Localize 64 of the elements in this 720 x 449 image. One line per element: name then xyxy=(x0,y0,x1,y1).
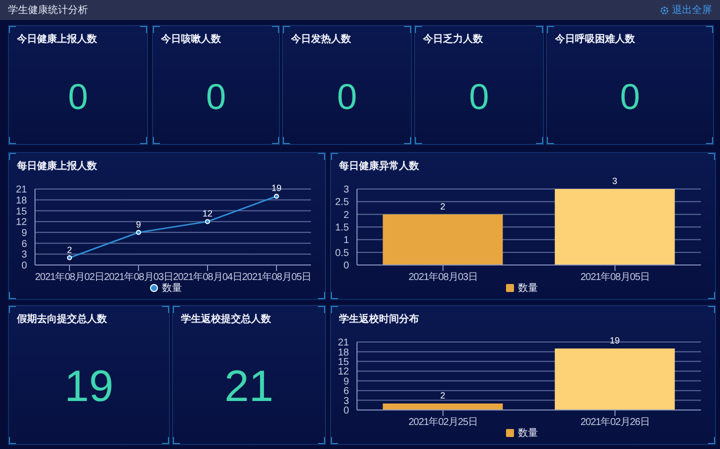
point xyxy=(67,255,72,260)
y-tick-label: 0 xyxy=(21,260,28,272)
text: 今日健康上报人数 xyxy=(17,32,97,46)
y-tick-label: 0 xyxy=(343,260,350,272)
text: 0 xyxy=(68,76,88,118)
x-tick-label: 2021年08月03日 xyxy=(408,271,478,284)
y-tick-label: 3 xyxy=(343,184,350,196)
text: 19 xyxy=(64,362,114,412)
y-tick-label: 9 xyxy=(21,228,28,239)
point xyxy=(274,194,279,199)
text: 假期去向提交总人数 xyxy=(17,312,107,326)
y-tick-label: 6 xyxy=(343,386,350,398)
x-tick-label: 2021年08月05日 xyxy=(580,271,650,284)
y-tick-label: 18 xyxy=(338,347,350,358)
point xyxy=(136,230,141,235)
text: 0 xyxy=(206,76,226,118)
text: 今日乏力人数 xyxy=(423,32,483,46)
y-tick-label: 1 xyxy=(343,235,350,246)
y-tick-label: 2 xyxy=(343,210,350,221)
text: 0 xyxy=(468,76,490,118)
data-label: 3 xyxy=(612,176,618,186)
text: 21 xyxy=(224,362,274,412)
y-tick-label: 9 xyxy=(343,376,350,388)
data-label: 2 xyxy=(66,244,72,255)
y-tick-label: 21 xyxy=(338,338,350,349)
y-tick-label: 1.5 xyxy=(335,222,350,234)
legend-label: 数量 xyxy=(162,282,182,295)
data-label: 19 xyxy=(610,335,620,346)
legend-label: 数量 xyxy=(518,427,538,440)
text: 学生返校提交总人数 xyxy=(181,312,271,326)
y-tick-label: 12 xyxy=(16,217,28,228)
text: 今日咳嗽人数 xyxy=(161,32,221,46)
y-tick-label: 3 xyxy=(21,250,28,261)
y-tick-label: 18 xyxy=(16,195,28,206)
chart-title: 每日健康上报人数 xyxy=(17,160,97,173)
y-tick-label: 0 xyxy=(343,406,350,417)
y-tick-label: 0.5 xyxy=(335,248,350,259)
text: 今日发热人数 xyxy=(291,32,351,46)
x-tick-label: 2021年08月03日 xyxy=(104,271,173,284)
y-tick-label: 2.5 xyxy=(335,197,350,208)
legend-label: 数量 xyxy=(518,282,538,295)
y-tick-label: 6 xyxy=(21,238,28,250)
y-tick-label: 12 xyxy=(338,366,350,378)
y-tick-label: 15 xyxy=(16,206,28,218)
x-tick-label: 2021年02月25日 xyxy=(408,416,478,428)
y-tick-label: 15 xyxy=(338,356,350,368)
x-tick-label: 2021年08月02日 xyxy=(35,271,104,284)
data-label: 2 xyxy=(440,390,446,401)
text: 学生健康统计分析 xyxy=(8,4,88,17)
data-label: 19 xyxy=(271,183,282,194)
x-tick-label: 2021年08月04日 xyxy=(173,271,242,284)
text: 退出全屏 xyxy=(672,4,712,17)
text: 0 xyxy=(620,76,640,118)
x-tick-label: 2021年08月05日 xyxy=(242,271,311,284)
y-tick-label: 21 xyxy=(16,184,28,196)
data-label: 12 xyxy=(202,208,213,219)
point xyxy=(205,219,210,224)
y-tick-label: 3 xyxy=(343,396,350,407)
x-tick-label: 2021年02月26日 xyxy=(580,416,650,428)
data-label: 2 xyxy=(440,201,446,212)
chart-title: 每日健康异常人数 xyxy=(339,160,419,173)
chart-title: 学生返校时间分布 xyxy=(339,312,419,326)
data-label: 9 xyxy=(136,219,142,230)
text: 今日呼吸困难人数 xyxy=(555,32,635,46)
